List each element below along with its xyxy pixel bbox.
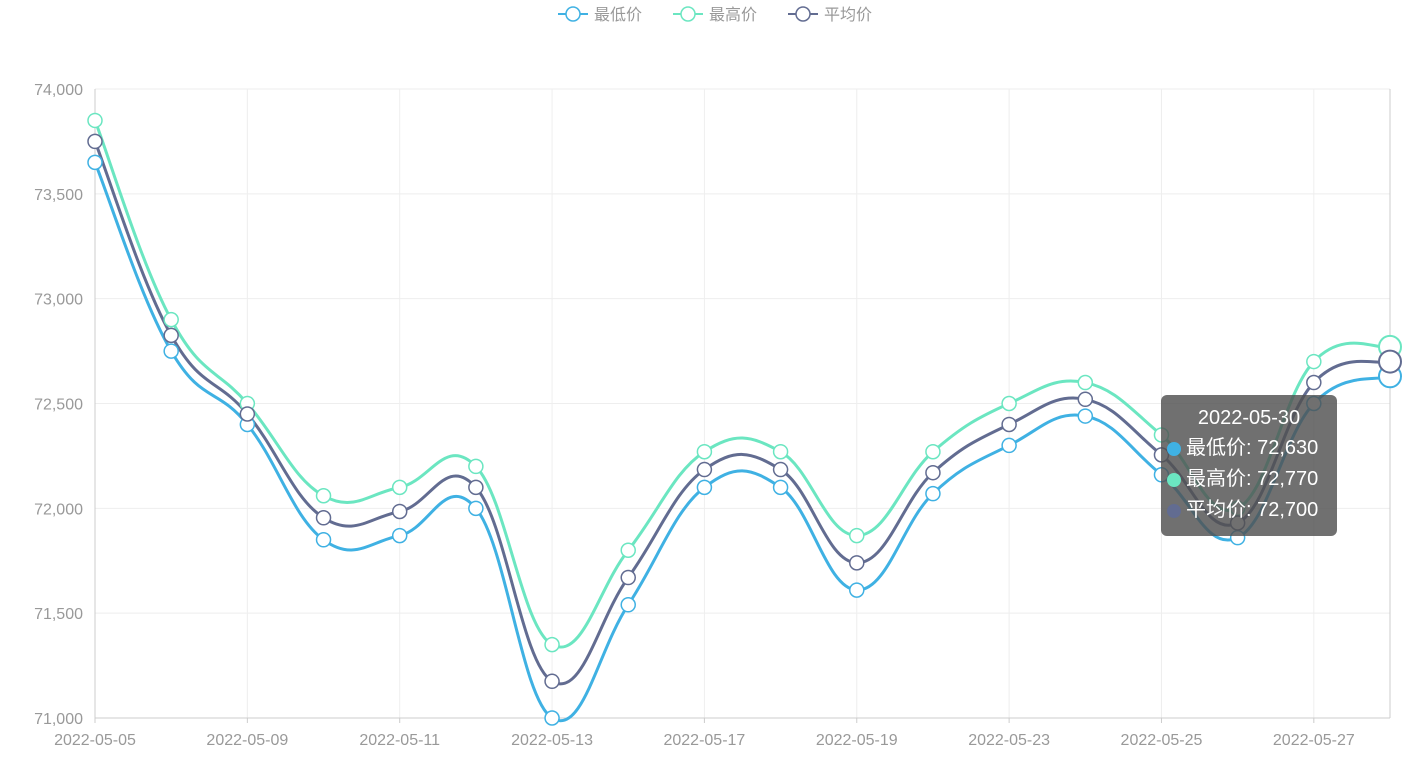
tooltip-row-avg: 平均价: 72,700	[1161, 495, 1337, 526]
data-point-0[interactable]	[926, 487, 940, 501]
tooltip-label-low: 最低价: 72,630	[1186, 433, 1318, 464]
tooltip-title: 2022-05-30	[1161, 403, 1337, 433]
tooltip-dot-avg	[1167, 504, 1181, 518]
legend-label: 最低价	[594, 6, 642, 24]
data-point-0[interactable]	[545, 711, 559, 725]
data-point-0[interactable]	[697, 480, 711, 494]
data-point-2[interactable]	[926, 466, 940, 480]
data-point-0[interactable]	[469, 501, 483, 515]
data-point-2[interactable]	[1002, 417, 1016, 431]
data-point-2[interactable]	[850, 556, 864, 570]
data-point-1[interactable]	[774, 445, 788, 459]
data-point-2[interactable]	[1379, 351, 1401, 373]
legend-label: 平均价	[824, 6, 872, 24]
legend-item-0[interactable]: 最低价	[558, 6, 642, 24]
data-point-0[interactable]	[164, 344, 178, 358]
x-tick-label: 2022-05-17	[663, 732, 745, 749]
data-point-2[interactable]	[88, 134, 102, 148]
data-point-1[interactable]	[469, 459, 483, 473]
data-point-2[interactable]	[469, 480, 483, 494]
data-point-2[interactable]	[317, 511, 331, 525]
data-point-1[interactable]	[926, 445, 940, 459]
data-point-2[interactable]	[621, 571, 635, 585]
tooltip: 2022-05-30 最低价: 72,630 最高价: 72,770 平均价: …	[1161, 395, 1337, 536]
x-tick-label: 2022-05-11	[359, 732, 440, 749]
y-tick-label: 73,500	[34, 187, 83, 204]
data-point-1[interactable]	[1002, 397, 1016, 411]
tooltip-row-low: 最低价: 72,630	[1161, 433, 1337, 464]
data-point-2[interactable]	[240, 407, 254, 421]
data-point-1[interactable]	[393, 480, 407, 494]
data-point-2[interactable]	[1307, 376, 1321, 390]
y-tick-label: 71,000	[34, 711, 83, 728]
tooltip-row-high: 最高价: 72,770	[1161, 464, 1337, 495]
data-point-0[interactable]	[621, 598, 635, 612]
x-tick-label: 2022-05-27	[1273, 732, 1355, 749]
series-line-1	[95, 120, 1390, 647]
data-point-2[interactable]	[393, 504, 407, 518]
data-point-1[interactable]	[850, 529, 864, 543]
data-point-0[interactable]	[1078, 409, 1092, 423]
data-point-0[interactable]	[774, 480, 788, 494]
data-point-1[interactable]	[317, 489, 331, 503]
tooltip-dot-low	[1167, 442, 1181, 456]
data-point-1[interactable]	[88, 113, 102, 127]
legend-item-1[interactable]: 最高价	[673, 6, 757, 24]
y-tick-label: 71,500	[34, 606, 83, 623]
legend-marker-icon	[796, 7, 810, 21]
data-point-2[interactable]	[697, 463, 711, 477]
tooltip-label-avg: 平均价: 72,700	[1186, 495, 1318, 526]
x-tick-label: 2022-05-09	[206, 732, 288, 749]
data-point-2[interactable]	[1078, 392, 1092, 406]
data-point-0[interactable]	[850, 583, 864, 597]
legend-marker-icon	[566, 7, 580, 21]
y-tick-label: 72,000	[34, 501, 83, 518]
data-point-1[interactable]	[545, 638, 559, 652]
x-tick-label: 2022-05-25	[1121, 732, 1203, 749]
x-tick-label: 2022-05-05	[54, 732, 136, 749]
data-point-1[interactable]	[621, 543, 635, 557]
data-point-1[interactable]	[1307, 355, 1321, 369]
legend[interactable]: 最低价 最高价 平均价	[558, 6, 872, 24]
data-point-1[interactable]	[697, 445, 711, 459]
tooltip-label-high: 最高价: 72,770	[1186, 464, 1318, 495]
x-tick-label: 2022-05-23	[968, 732, 1050, 749]
data-point-0[interactable]	[317, 533, 331, 547]
x-tick-label: 2022-05-19	[816, 732, 898, 749]
data-point-2[interactable]	[545, 674, 559, 688]
legend-item-2[interactable]: 平均价	[788, 6, 872, 24]
y-tick-label: 72,500	[34, 397, 83, 414]
data-point-1[interactable]	[164, 313, 178, 327]
y-tick-label: 73,000	[34, 292, 83, 309]
y-tick-label: 74,000	[34, 82, 83, 99]
data-point-2[interactable]	[164, 328, 178, 342]
x-tick-label: 2022-05-13	[511, 732, 593, 749]
data-point-0[interactable]	[1002, 438, 1016, 452]
data-point-2[interactable]	[774, 463, 788, 477]
data-point-1[interactable]	[1078, 376, 1092, 390]
legend-marker-icon	[681, 7, 695, 21]
data-point-0[interactable]	[88, 155, 102, 169]
data-point-0[interactable]	[393, 529, 407, 543]
tooltip-dot-high	[1167, 473, 1181, 487]
legend-label: 最高价	[709, 6, 757, 24]
